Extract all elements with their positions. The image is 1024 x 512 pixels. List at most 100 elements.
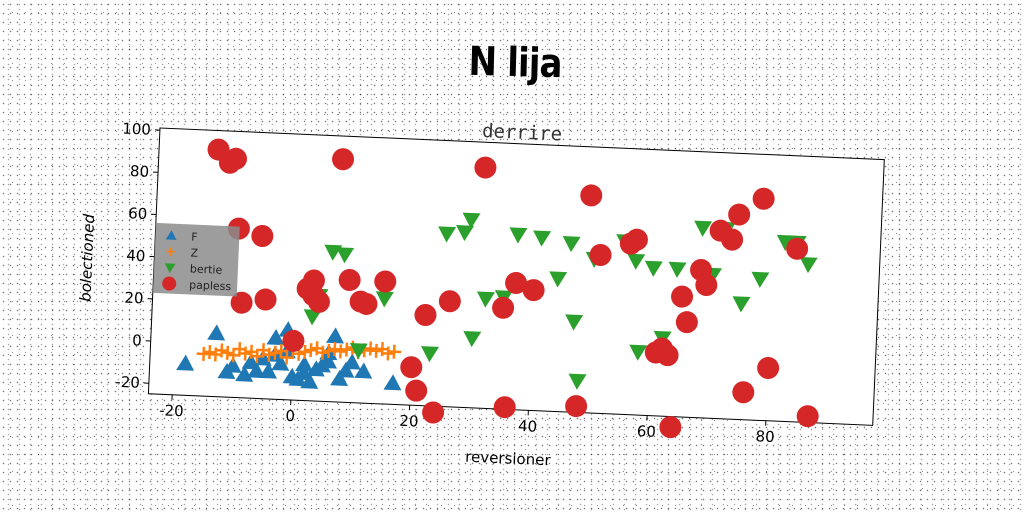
series-papless-point (282, 329, 305, 352)
series-bertie-point (463, 331, 482, 348)
series-papless-point (671, 285, 694, 308)
series-bertie-point (751, 271, 770, 288)
x-tick-label: 80 (755, 427, 775, 446)
series-F-point (266, 329, 285, 346)
legend-box (152, 222, 240, 297)
series-bertie-point (303, 309, 322, 326)
series-papless-point (414, 303, 437, 326)
series-papless-point (251, 225, 274, 248)
series-Z-point (274, 343, 289, 358)
series-F-point (176, 354, 195, 371)
series-bertie-point (456, 225, 475, 242)
series-papless-point (675, 311, 698, 334)
x-axis-ticks: -20 0 20 40 60 80 (159, 394, 775, 446)
legend-marker-papless (162, 276, 177, 291)
series-papless-point (721, 228, 744, 251)
series-papless-point (589, 244, 612, 267)
chart-title: derrire (482, 120, 563, 145)
series-Z-point (387, 344, 402, 359)
series-bertie-point (375, 291, 394, 308)
series-F-point (383, 374, 402, 391)
plot-group: derrire -20 0 20 40 60 80 -20 0 20 40 60 80 100 rev… (76, 119, 885, 470)
series-Z-point (226, 348, 241, 363)
series-papless-point (580, 184, 603, 207)
series-papless-point (522, 279, 545, 302)
series-papless-point (474, 156, 497, 179)
series-bertie-point (565, 314, 584, 331)
y-tick-label: 60 (128, 204, 148, 223)
series-papless-point (492, 296, 515, 319)
series-bertie-point (629, 344, 648, 361)
series-Z-point (297, 344, 312, 360)
series-bertie-point (568, 373, 587, 390)
y-tick-label: -20 (115, 373, 140, 392)
series-Z-point (333, 344, 348, 359)
series-papless-point (422, 401, 445, 424)
series-Z-point (363, 341, 378, 356)
series-F-point (259, 362, 278, 379)
series-bertie-point (533, 230, 552, 247)
y-tick-label: 80 (130, 162, 150, 181)
series-papless-point (757, 356, 780, 379)
x-tick-label: 0 (285, 407, 295, 425)
y-axis-label: bolectioned (76, 213, 98, 302)
series-bertie-point (549, 271, 568, 288)
legend-label-Z: Z (190, 246, 199, 259)
y-tick-label: 0 (132, 331, 142, 349)
series-bertie-point (476, 291, 495, 308)
series-F-point (235, 365, 254, 382)
series-F-point (318, 352, 337, 369)
legend-marker-F (165, 230, 177, 240)
series-papless-point (695, 273, 718, 296)
legend-label-papless: papless (189, 278, 232, 293)
series-Z-point (250, 349, 265, 364)
series-papless-point (505, 272, 528, 295)
series-bertie-point (668, 261, 687, 278)
series-Z-point (369, 343, 384, 358)
series-papless-point (625, 228, 648, 251)
series-papless-point (230, 291, 253, 314)
series-Z-point (339, 342, 354, 357)
x-tick-label: 60 (636, 422, 656, 441)
series-Z-point (321, 343, 336, 358)
series-bertie-point (349, 342, 368, 360)
series-bertie-point (336, 247, 355, 264)
series-Z-point (214, 343, 229, 358)
x-tick-label: -20 (159, 401, 184, 420)
series-papless-point (728, 203, 751, 226)
series-bertie-point (462, 212, 481, 229)
series-Z-point (202, 345, 217, 360)
series-bertie-point (627, 253, 646, 270)
series-bertie-point (799, 256, 818, 274)
series-Z-point (196, 346, 211, 361)
series-F-point (295, 355, 314, 372)
series-papless-point (338, 268, 361, 291)
series-papless-point (438, 290, 461, 313)
series-bertie-point (438, 226, 457, 243)
series-papless-point (786, 237, 809, 260)
series-F-point (342, 353, 361, 370)
legend-marker-bertie (164, 263, 176, 273)
data-marks (176, 138, 819, 439)
series-bertie-point (562, 236, 581, 253)
x-axis-label: reversioner (465, 448, 552, 470)
series-papless-point (565, 395, 588, 418)
series-papless-point (656, 344, 679, 367)
legend-marker-Z (166, 247, 175, 256)
legend-label-F: F (191, 230, 198, 243)
series-Z-point (315, 345, 330, 360)
series-papless-point (307, 290, 330, 313)
series-F-point (271, 354, 290, 371)
series-Z-point (279, 350, 294, 365)
series-papless-point (400, 356, 423, 379)
x-tick-label: 20 (399, 412, 419, 431)
y-tick-label: 20 (124, 289, 144, 308)
series-F-point (330, 369, 349, 386)
x-tick-label: 40 (518, 417, 538, 436)
series-bertie-point (644, 260, 663, 277)
series-Z-point (303, 343, 318, 358)
series-papless-point (796, 405, 819, 428)
